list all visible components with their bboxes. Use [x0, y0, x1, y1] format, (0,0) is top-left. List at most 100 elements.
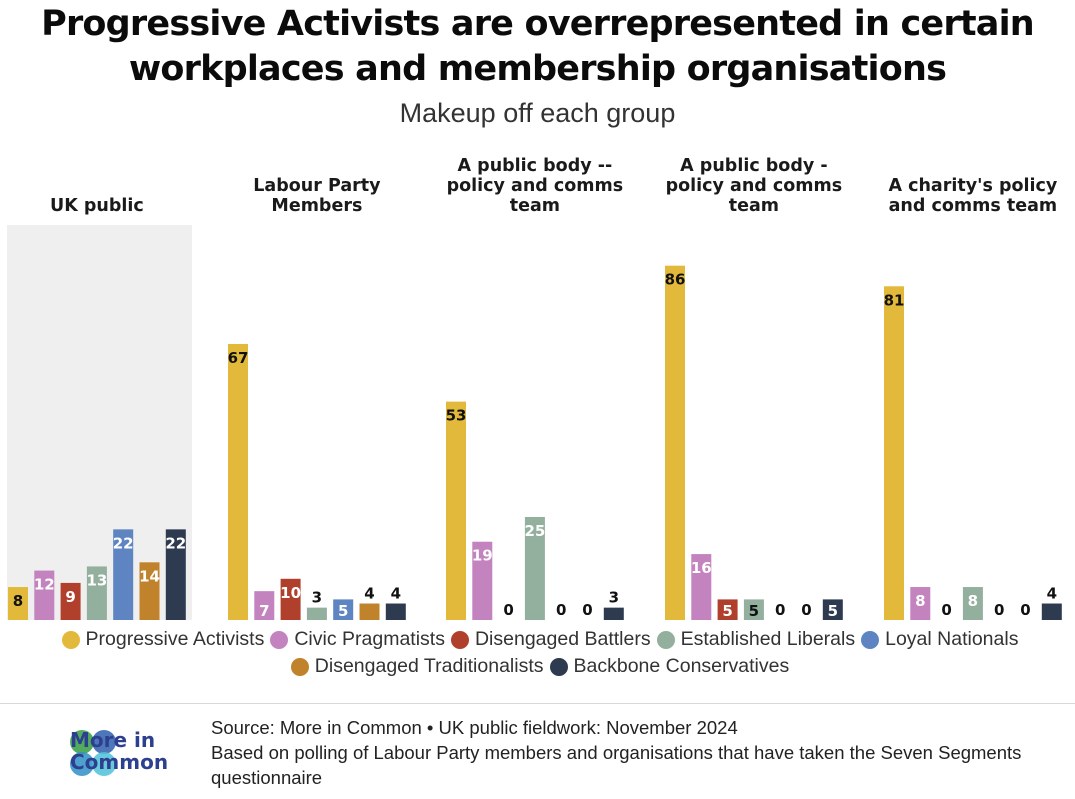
bar-established-liberals — [743, 599, 764, 620]
value-label: 14 — [139, 567, 160, 585]
value-label: 13 — [86, 571, 107, 589]
value-label: 81 — [884, 291, 905, 309]
legend-label: Disengaged Traditionalists — [314, 655, 544, 677]
bar-progressive-activists — [884, 286, 904, 620]
value-label: 5 — [828, 602, 838, 620]
legend-dot-icon — [61, 630, 80, 649]
legend-item-loyal-nationals: Loyal Nationals — [861, 626, 1018, 653]
source-line: Based on polling of Labour Party members… — [211, 742, 1022, 788]
panel-title-line: A public body -- — [458, 156, 613, 176]
legend-dot-icon — [549, 657, 568, 676]
logo-text-line: Common — [70, 750, 169, 774]
footer-divider — [0, 703, 1075, 704]
bar-established-liberals — [306, 607, 327, 620]
panel-title-line: team — [729, 196, 779, 216]
legend-dot-icon — [290, 657, 309, 676]
value-label: 5 — [749, 602, 759, 620]
bar-backbone-conservatives — [1041, 603, 1062, 620]
legend-dot-icon — [656, 630, 675, 649]
value-label: 22 — [113, 534, 134, 552]
legend-item-civic-pragmatists: Civic Pragmatists — [270, 626, 445, 653]
value-label: 5 — [722, 602, 732, 620]
bar-civic-pragmatists — [34, 570, 55, 620]
value-label: 0 — [994, 601, 1004, 619]
legend: Progressive Activists Civic Pragmatists … — [20, 626, 1060, 680]
value-label: 22 — [165, 534, 186, 552]
source-line: Source: More in Common • UK public field… — [211, 717, 738, 738]
legend-item-progressive-activists: Progressive Activists — [61, 626, 265, 653]
bar-civic-pragmatists — [254, 591, 275, 620]
bar-progressive-activists — [665, 265, 685, 620]
value-label: 12 — [34, 576, 55, 594]
value-label: 0 — [1020, 601, 1030, 619]
legend-label: Disengaged Battlers — [474, 628, 651, 650]
panel-title-line: policy and comms — [447, 176, 624, 196]
bar-disengaged-traditionalists — [139, 562, 160, 620]
bar-progressive-activists — [8, 587, 28, 620]
panel-title-line: A public body - — [680, 156, 827, 176]
legend-dot-icon — [270, 630, 289, 649]
panel-title: Labour Party Members — [253, 176, 381, 216]
bar-loyal-nationals — [333, 599, 354, 620]
bars — [8, 265, 1062, 620]
panel-title-line: UK public — [50, 196, 144, 216]
value-label: 9 — [65, 588, 75, 606]
bar-chart: UK public Labour Party Members A public bod… — [7, 156, 1062, 620]
legend-dot-icon — [450, 630, 469, 649]
value-label: 19 — [472, 547, 493, 565]
legend-label: Civic Pragmatists — [294, 628, 445, 650]
legend-item-backbone-conservatives: Backbone Conservatives — [549, 653, 790, 680]
bar-loyal-nationals — [113, 529, 134, 620]
value-label: 8 — [915, 592, 925, 610]
bar-civic-pragmatists — [472, 541, 493, 620]
panel-title: A charity's policy and comms team — [888, 176, 1057, 216]
value-label: 8 — [13, 592, 23, 610]
logo-text-line: More in — [70, 728, 156, 752]
panel-title-line: policy and comms — [666, 176, 843, 196]
legend-row: Progressive Activists Civic Pragmatists … — [20, 626, 1060, 653]
panel-titles: UK public Labour Party Members A public bod… — [50, 156, 1058, 216]
bar-backbone-conservatives — [165, 529, 186, 620]
value-label: 3 — [312, 589, 322, 607]
bar-civic-pragmatists — [691, 554, 712, 620]
legend-label: Backbone Conservatives — [573, 655, 790, 677]
chart-subtitle: Makeup off each group — [399, 98, 676, 128]
value-label: 67 — [228, 349, 249, 367]
value-label: 4 — [364, 585, 374, 603]
legend-item-disengaged-battlers: Disengaged Battlers — [450, 626, 651, 653]
panel-title: A public body -policy and comms team — [666, 156, 843, 216]
logo-text: More in Common — [70, 729, 168, 773]
legend-item-disengaged-traditionalists: Disengaged Traditionalists — [290, 653, 544, 680]
value-label: 0 — [775, 601, 785, 619]
value-label: 0 — [503, 601, 513, 619]
panel-title: UK public — [50, 196, 144, 216]
more-in-common-logo — [70, 730, 116, 776]
value-label: 5 — [338, 602, 348, 620]
bar-disengaged-battlers — [280, 578, 301, 620]
legend-label: Progressive Activists — [85, 628, 265, 650]
value-label: 0 — [582, 601, 592, 619]
value-label: 0 — [556, 601, 566, 619]
value-label: 0 — [801, 601, 811, 619]
panel-title-line: Labour Party — [253, 176, 381, 196]
value-label: 8 — [968, 592, 978, 610]
bar-disengaged-traditionalists — [359, 603, 380, 620]
bar-backbone-conservatives — [822, 599, 843, 620]
value-label: 53 — [446, 407, 467, 425]
bar-established-liberals — [524, 517, 545, 620]
highlight-panel-background — [7, 225, 192, 620]
value-label: 7 — [259, 602, 269, 620]
bar-established-liberals — [962, 587, 983, 620]
panel-title-line: and comms team — [889, 196, 1058, 216]
value-label: 25 — [524, 522, 545, 540]
bar-backbone-conservatives — [385, 603, 406, 620]
legend-label: Loyal Nationals — [885, 628, 1019, 650]
value-label: 0 — [941, 601, 951, 619]
bar-progressive-activists — [446, 401, 466, 620]
value-label: 3 — [609, 589, 619, 607]
legend-label: Established Liberals — [680, 628, 856, 650]
panel-title-line: A charity's policy — [888, 176, 1057, 196]
bar-disengaged-battlers — [60, 582, 81, 620]
source-note: Source: More in Common • UK public field… — [211, 715, 1051, 790]
